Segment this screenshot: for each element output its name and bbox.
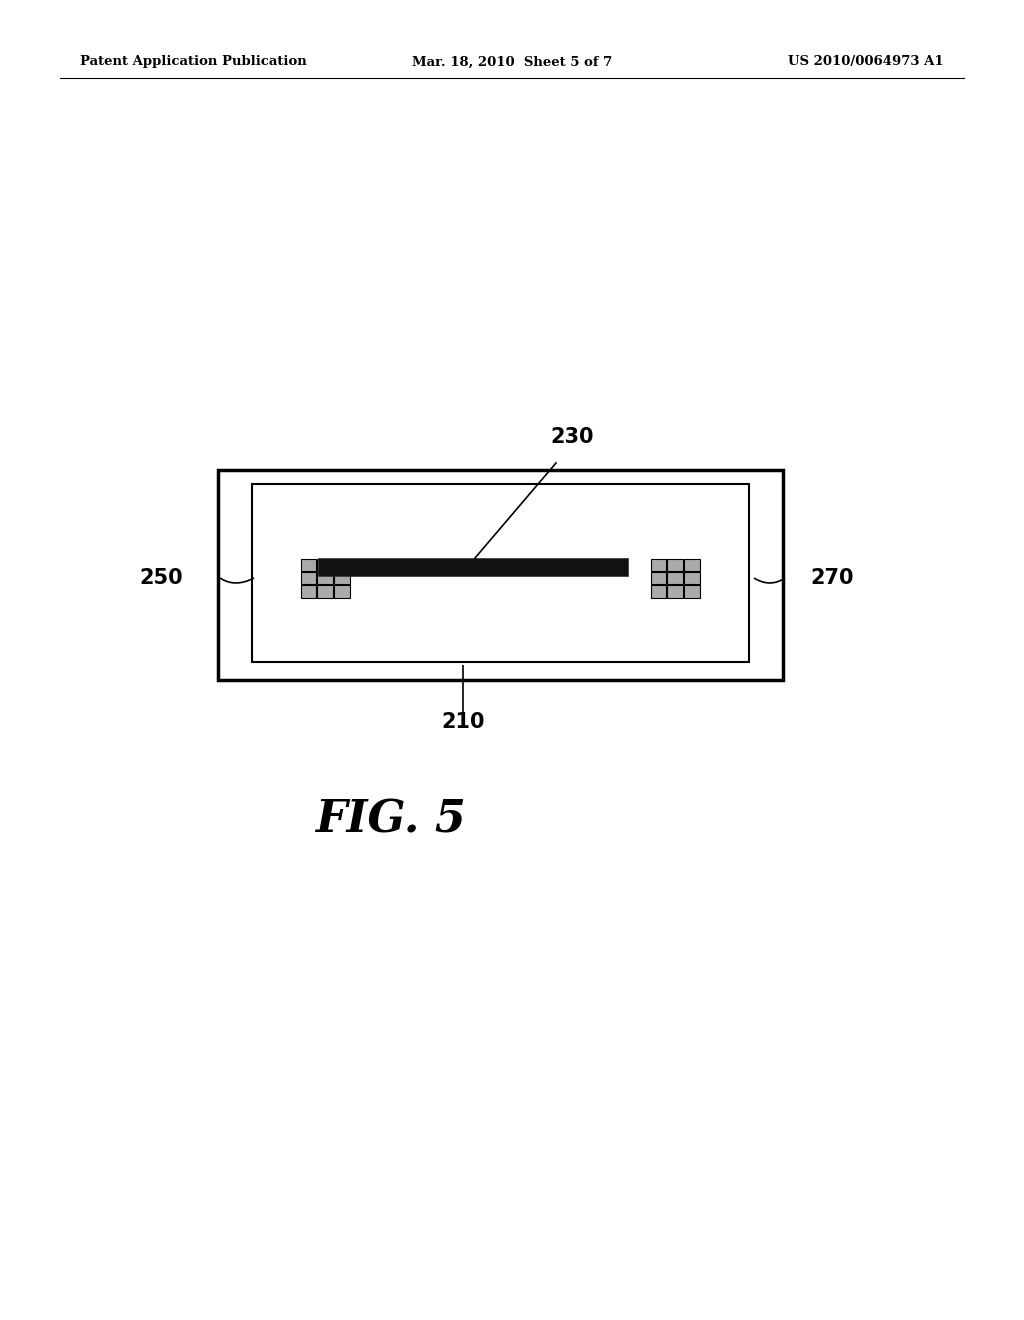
Bar [218, 470, 783, 680]
Bar [668, 558, 683, 570]
Bar [317, 572, 333, 585]
Text: US 2010/0064973 A1: US 2010/0064973 A1 [788, 55, 944, 69]
Text: 250: 250 [139, 568, 183, 587]
Bar [334, 585, 349, 598]
Bar [317, 558, 333, 570]
Bar [252, 484, 749, 663]
Text: 210: 210 [441, 711, 484, 733]
Bar [668, 572, 683, 585]
Text: 270: 270 [810, 568, 853, 587]
Bar [684, 572, 699, 585]
Text: FIG. 5: FIG. 5 [314, 799, 466, 842]
Bar [650, 558, 667, 570]
Bar [334, 558, 349, 570]
Bar [650, 572, 667, 585]
Bar [300, 558, 316, 570]
Bar [300, 585, 316, 598]
Bar [668, 585, 683, 598]
Bar [317, 585, 333, 598]
Bar [684, 558, 699, 570]
Bar [334, 572, 349, 585]
Bar [300, 572, 316, 585]
Text: Mar. 18, 2010  Sheet 5 of 7: Mar. 18, 2010 Sheet 5 of 7 [412, 55, 612, 69]
Bar [318, 558, 628, 576]
Text: Patent Application Publication: Patent Application Publication [80, 55, 307, 69]
Text: 230: 230 [550, 426, 594, 447]
Bar [650, 585, 667, 598]
Bar [684, 585, 699, 598]
